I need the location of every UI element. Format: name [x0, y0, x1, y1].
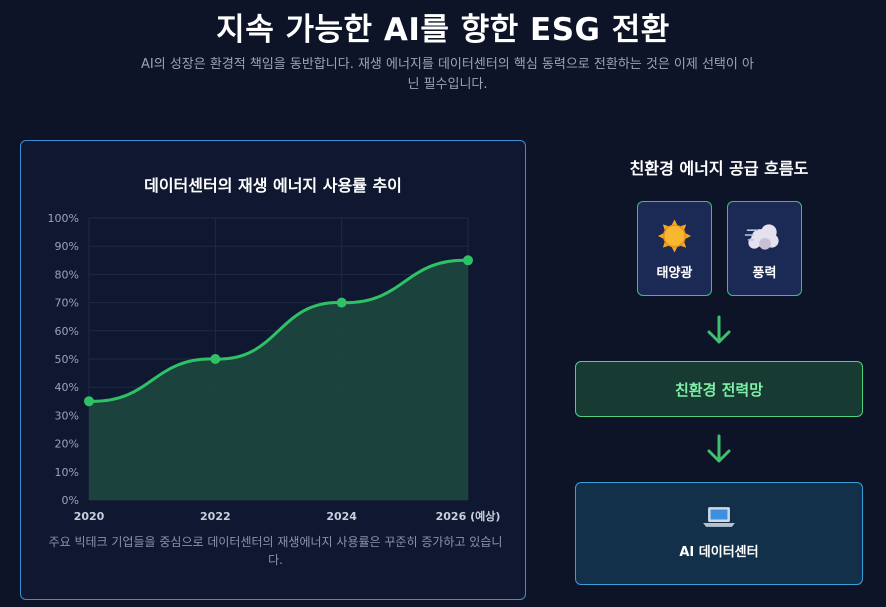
- y-tick-label: 100%: [48, 212, 79, 225]
- source-solar-label: 태양광: [656, 266, 693, 281]
- x-tick-label: 2024: [326, 510, 357, 523]
- green-grid-node: 친환경 전력망: [575, 361, 863, 417]
- source-solar: 태양광: [637, 201, 712, 296]
- source-wind: 풍력: [727, 201, 802, 296]
- chart-points: [84, 255, 473, 407]
- datacenter-node: AI 데이터센터: [575, 482, 863, 585]
- datacenter-label: AI 데이터센터: [679, 545, 759, 560]
- series-area-fill: [89, 260, 468, 500]
- y-tick-label: 0%: [62, 494, 79, 507]
- y-tick-label: 90%: [55, 240, 79, 253]
- y-tick-label: 20%: [55, 438, 79, 451]
- y-tick-label: 30%: [55, 409, 79, 422]
- green-grid-label: 친환경 전력망: [674, 380, 764, 399]
- chart-area: [87, 258, 470, 500]
- series-line: [87, 258, 470, 403]
- x-tick-label: 2026 (예상): [436, 509, 501, 523]
- laptop-icon: [703, 507, 735, 527]
- wind-icon: [744, 224, 779, 250]
- data-point: [336, 297, 347, 308]
- y-tick-label: 40%: [55, 381, 79, 394]
- data-point: [463, 255, 473, 266]
- data-point: [84, 396, 94, 407]
- y-tick-label: 60%: [55, 325, 79, 338]
- y-tick-label: 80%: [55, 268, 79, 281]
- flow-title: 친환경 에너지 공급 흐름도: [629, 159, 809, 178]
- data-point: [210, 354, 221, 364]
- x-tick-label: 2020: [74, 510, 105, 523]
- arrow-down-icon: [707, 315, 731, 344]
- chart-caption: 주요 빅테크 기업들을 중심으로 데이터센터의 재생에너지 사용률은 꾸준히 증…: [48, 535, 503, 567]
- page-subtitle: AI의 성장은 환경적 책임을 동반합니다. 재생 에너지를 데이터센터의 핵심…: [141, 57, 754, 92]
- sun-icon: [657, 219, 692, 253]
- y-tick-label: 70%: [55, 297, 79, 310]
- chart-title: 데이터센터의 재생 에너지 사용률 추이: [144, 176, 402, 195]
- page-title: 지속 가능한 AI를 향한 ESG 전환: [216, 12, 670, 48]
- y-tick-label: 50%: [55, 353, 79, 366]
- y-tick-label: 10%: [55, 466, 79, 479]
- arrow-down-icon: [707, 434, 731, 463]
- chart-labels: 0% 10% 20% 30% 40% 50% 60% 70% 80% 90% 100% 2020 202…: [48, 212, 501, 523]
- source-wind-label: 풍력: [752, 266, 777, 281]
- x-tick-label: 2022: [200, 510, 231, 523]
